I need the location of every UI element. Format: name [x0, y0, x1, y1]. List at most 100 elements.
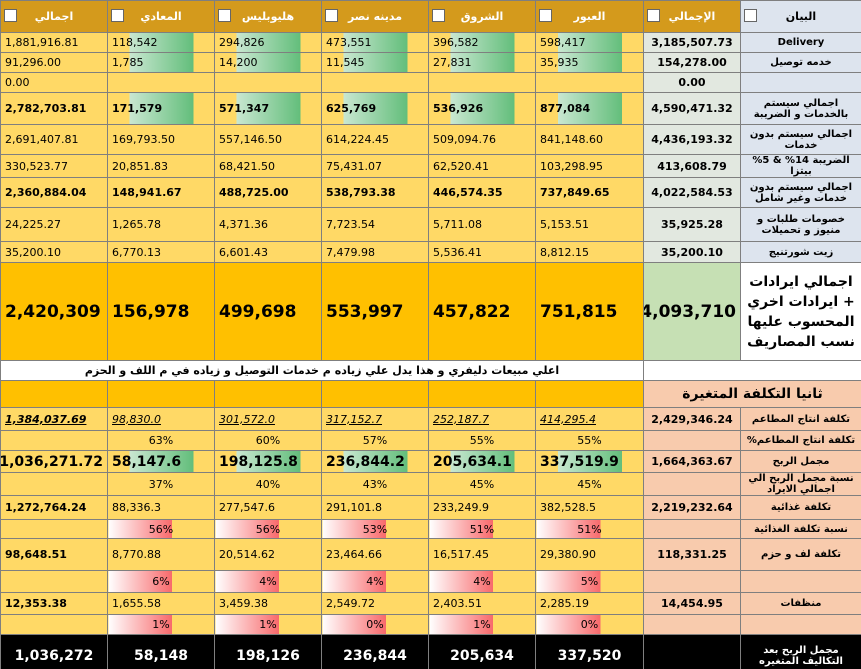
cell: 75,431.07 — [321, 154, 429, 178]
cell — [107, 72, 215, 93]
filter-button[interactable] — [111, 9, 124, 22]
cell: 737,849.65 — [535, 177, 644, 208]
cell: 20,514.62 — [214, 538, 322, 571]
cell: 1,036,272 — [0, 634, 108, 669]
cell: 337,519.9 — [535, 450, 644, 473]
cell: 14,454.95 — [643, 592, 741, 615]
filter-button[interactable] — [744, 9, 757, 22]
data-row: نسبة مجمل الربح الي اجمالي الايراد 45% 45%… — [0, 472, 861, 496]
filter-button[interactable] — [539, 9, 552, 22]
cell: 625,769 — [321, 92, 429, 125]
row-label: تكلفة انتاج المطاعم% — [740, 430, 861, 451]
column-header: المعادي — [107, 0, 215, 33]
data-row: 5% 4% 4% 4% 6% — [0, 570, 861, 593]
row-label — [740, 570, 861, 593]
cell: 1% — [107, 614, 215, 635]
data-row: مجمل الربح بعد التكاليف المتغيره 337,520 2… — [0, 634, 861, 669]
filter-button[interactable] — [647, 9, 660, 22]
cell — [428, 380, 536, 408]
data-row: اجمالي سيستم بدون خدمات 4,436,193.32 841,1… — [0, 124, 861, 155]
cell: 277,547.6 — [214, 495, 322, 520]
data-row: اجمالي ايرادات + ايرادات اخري المحسوب عل… — [0, 262, 861, 361]
cell: 1,655.58 — [107, 592, 215, 615]
data-row: خصومات طلبات و منيوز و تحميلات 35,925.28 5… — [0, 207, 861, 242]
row-label: Delivery — [740, 32, 861, 53]
cell: 557,146.50 — [214, 124, 322, 155]
column-header: مدينه نصر — [321, 0, 429, 33]
filter-button[interactable] — [432, 9, 445, 22]
cell: 6,601.43 — [214, 241, 322, 263]
filter-button[interactable] — [4, 9, 17, 22]
cell: 446,574.35 — [428, 177, 536, 208]
data-row: تكلفة انتاج المطاعم 2,429,346.24 414,295.4… — [0, 407, 861, 431]
data-row: زيت شورتنيج 35,200.10 8,812.15 5,536.41 7,47… — [0, 241, 861, 263]
column-header: اجمالي — [0, 0, 108, 33]
cell — [214, 72, 322, 93]
cell: 98,830.0 — [107, 407, 215, 431]
cell: 330,523.77 — [0, 154, 108, 178]
cell — [428, 72, 536, 93]
cell: 55% — [535, 430, 644, 451]
column-header: الإجمالي — [643, 0, 741, 33]
cell — [643, 430, 741, 451]
cell: 396,582 — [428, 32, 536, 53]
cell: 68,421.50 — [214, 154, 322, 178]
cell — [535, 72, 644, 93]
cell — [0, 519, 108, 539]
cell: 2,420,309 — [0, 262, 108, 361]
cell: 45% — [428, 472, 536, 496]
data-row: نسبة تكلفة الغذائية 51% 51% 53% 56% 56% — [0, 519, 861, 539]
cell: 4,371.36 — [214, 207, 322, 242]
cell: 2,782,703.81 — [0, 92, 108, 125]
cell: 51% — [535, 519, 644, 539]
cell: 2,691,407.81 — [0, 124, 108, 155]
cell: 11,545 — [321, 52, 429, 73]
cell: 7,723.54 — [321, 207, 429, 242]
cell: 3,185,507.73 — [643, 32, 741, 53]
data-row: خدمه توصيل 154,278.00 35,935 27,831 11,545 14… — [0, 52, 861, 73]
cell: 103,298.95 — [535, 154, 644, 178]
cell: 63% — [107, 430, 215, 451]
data-row: تكلفة لف و حزم 118,331.25 29,380.90 16,517.… — [0, 538, 861, 571]
cell — [643, 614, 741, 635]
cell: 553,997 — [321, 262, 429, 361]
cell: 198,126 — [214, 634, 322, 669]
row-label: خصومات طلبات و منيوز و تحميلات — [740, 207, 861, 242]
data-row: منظفات 14,454.95 2,285.19 2,403.51 2,549.72 3… — [0, 592, 861, 615]
note-row: اعلي مبيعات دليفري و هذا يدل علي زياده م… — [0, 360, 861, 381]
data-row: تكلفة غذائية 2,219,232.64 382,528.5 233,249… — [0, 495, 861, 520]
filter-button[interactable] — [325, 9, 338, 22]
row-label: تكلفة انتاج المطاعم — [740, 407, 861, 431]
cell: 1,265.78 — [107, 207, 215, 242]
row-label: اجمالي سيستم بالخدمات و الضريبة — [740, 92, 861, 125]
data-row: الضريبة 14% & 5% بيتزا 413,608.79 103,298.… — [0, 154, 861, 178]
cell: 0% — [321, 614, 429, 635]
row-label: تكلفة غذائية — [740, 495, 861, 520]
row-label: زيت شورتنيج — [740, 241, 861, 263]
cell: 156,978 — [107, 262, 215, 361]
cell: 5% — [535, 570, 644, 593]
cell: 154,278.00 — [643, 52, 741, 73]
cell — [321, 72, 429, 93]
cell: 40% — [214, 472, 322, 496]
header-row: البيان الإجمالي العبور الشروق مدينه نصر هليوب… — [0, 0, 861, 33]
row-label: مجمل الربح — [740, 450, 861, 473]
cell: 0% — [535, 614, 644, 635]
cell: 8,770.88 — [107, 538, 215, 571]
cell: 1,272,764.24 — [0, 495, 108, 520]
cell: 2,360,884.04 — [0, 177, 108, 208]
data-row: تكلفة انتاج المطاعم% 55% 55% 57% 60% 63% — [0, 430, 861, 451]
cell: 1,881,916.81 — [0, 32, 108, 53]
cell: 12,353.38 — [0, 592, 108, 615]
row-label: نسبة تكلفة الغذائية — [740, 519, 861, 539]
cell: 751,815 — [535, 262, 644, 361]
filter-button[interactable] — [218, 9, 231, 22]
row-label: تكلفة لف و حزم — [740, 538, 861, 571]
cell: 457,822 — [428, 262, 536, 361]
row-label: اجمالي سيستم بدون خدمات وغير شامل — [740, 177, 861, 208]
cell — [643, 360, 861, 381]
column-header: البيان — [740, 0, 861, 33]
cell: 35,200.10 — [643, 241, 741, 263]
